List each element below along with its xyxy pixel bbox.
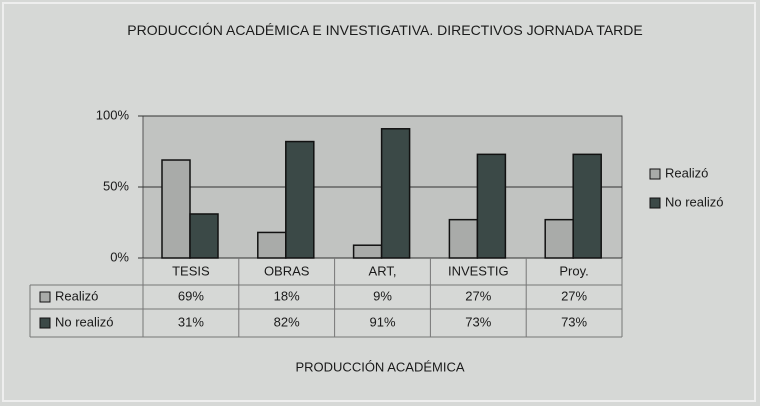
bar bbox=[448, 218, 479, 259]
x-tick-label: Proy. bbox=[559, 263, 588, 278]
value-label: 73% bbox=[561, 314, 587, 329]
table-row-label: Realizó bbox=[55, 288, 98, 303]
bar bbox=[380, 128, 411, 259]
table-legend-key bbox=[39, 317, 51, 329]
value-label: 73% bbox=[465, 314, 491, 329]
value-label: 27% bbox=[561, 288, 587, 303]
bar bbox=[161, 159, 191, 259]
legend-key bbox=[649, 168, 661, 180]
y-tick-label: 50% bbox=[103, 178, 129, 193]
value-label: 69% bbox=[178, 288, 204, 303]
value-label: 18% bbox=[274, 288, 300, 303]
y-tick-label: 100% bbox=[96, 107, 130, 122]
bar bbox=[189, 213, 219, 259]
table-row-label: No realizó bbox=[55, 314, 114, 329]
legend-label: Realizó bbox=[665, 165, 708, 180]
bar bbox=[352, 244, 383, 259]
bar bbox=[285, 140, 315, 259]
value-label: 27% bbox=[465, 288, 491, 303]
bar bbox=[476, 153, 507, 259]
x-tick-label: ART, bbox=[369, 263, 397, 278]
bar bbox=[257, 231, 287, 259]
legend-label: No realizó bbox=[665, 194, 724, 209]
value-label: 9% bbox=[373, 288, 392, 303]
x-tick-label: OBRAS bbox=[264, 263, 310, 278]
bar bbox=[572, 153, 602, 259]
x-tick-label: INVESTIG bbox=[448, 263, 509, 278]
value-label: 31% bbox=[178, 314, 204, 329]
x-tick-label: TESIS bbox=[172, 263, 210, 278]
legend-key bbox=[649, 197, 661, 209]
x-axis-label: PRODUCCIÓN ACADÉMICA bbox=[295, 359, 464, 374]
value-label: 91% bbox=[369, 314, 395, 329]
bar bbox=[544, 218, 574, 259]
table-legend-key bbox=[39, 291, 51, 303]
y-tick-label: 0% bbox=[110, 249, 129, 264]
chart-title: PRODUCCIÓN ACADÉMICA E INVESTIGATIVA. DI… bbox=[127, 22, 643, 38]
value-label: 82% bbox=[274, 314, 300, 329]
